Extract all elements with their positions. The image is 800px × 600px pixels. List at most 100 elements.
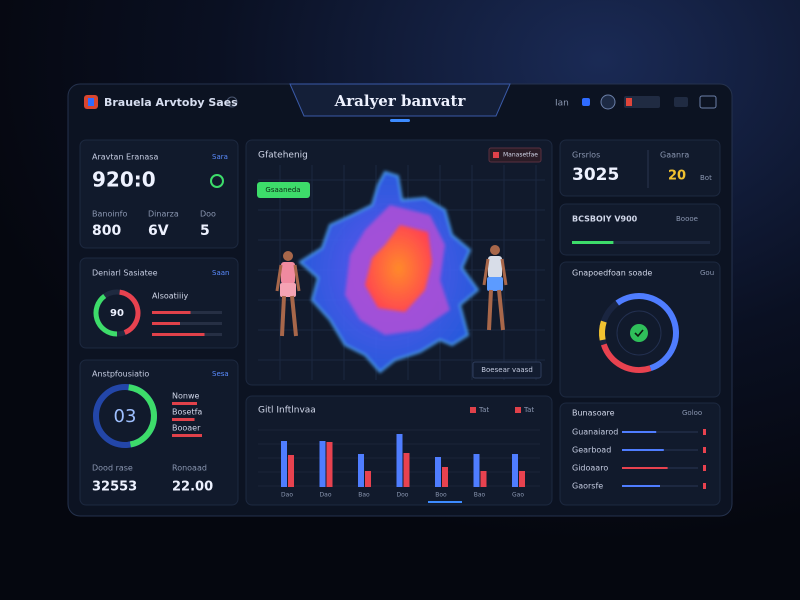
row-label: Gearboad: [572, 446, 611, 455]
row-label: Nonwe: [172, 392, 199, 401]
gauge-label: 03: [114, 406, 137, 427]
legend-swatch: [515, 407, 521, 413]
alert-icon: [626, 98, 632, 106]
stat-value: 32553: [92, 480, 137, 495]
ring-yellow: [599, 320, 607, 341]
tab-indicator: [390, 119, 410, 122]
player-leg: [280, 295, 286, 337]
panel-title: Gnapoedfoan soade: [572, 269, 652, 278]
panel: [79, 139, 239, 249]
bar-fill: [152, 322, 180, 325]
bar-blue: [435, 457, 441, 487]
panel-link: Sesa: [212, 370, 229, 378]
top-button[interactable]: [488, 147, 542, 163]
row-track: [622, 431, 698, 433]
row-marker: [703, 429, 706, 435]
panel-title: Gfatehenig: [258, 151, 308, 161]
button-label: Manasetfae: [503, 152, 538, 159]
row-bar: [172, 418, 195, 421]
progress-fill: [572, 241, 614, 244]
row-bar: [622, 485, 660, 487]
x-label: Bao: [358, 492, 370, 499]
bar-blue: [281, 441, 287, 487]
ring-blue: [615, 293, 679, 372]
x-label: Bao: [474, 492, 486, 499]
row-label: Booaer: [172, 424, 201, 433]
score-value: 20: [668, 169, 686, 184]
row-bar: [172, 434, 202, 437]
panel-link: Goloo: [682, 409, 702, 417]
ring-inner: [616, 310, 662, 356]
row-marker: [703, 447, 706, 453]
player-shirt: [488, 256, 502, 278]
row-label: Bosetfa: [172, 408, 202, 417]
row-bar: [172, 402, 197, 405]
ring-red: [600, 343, 652, 373]
chart-indicator: [428, 501, 462, 503]
panel-link[interactable]: Sara: [212, 153, 228, 161]
score-value: 3025: [572, 165, 619, 185]
panel-title: Gitl Inftlnvaa: [258, 406, 316, 416]
header-icon[interactable]: [582, 98, 590, 106]
button-label: Gsaaneda: [265, 186, 300, 194]
panel: [559, 402, 721, 506]
header-widget[interactable]: [624, 96, 660, 108]
player-arm: [275, 264, 283, 292]
legend-swatch: [470, 407, 476, 413]
heatmap-hot: [365, 225, 432, 312]
player-arm: [482, 258, 490, 286]
stat-value: 6V: [148, 223, 169, 239]
bar-fill: [152, 311, 191, 314]
row-bar: [622, 431, 657, 433]
check-icon: [634, 329, 644, 338]
row-bar: [622, 467, 668, 469]
stat-value: 22.00: [172, 480, 213, 495]
header-icon[interactable]: [674, 97, 688, 107]
bar-red: [519, 471, 525, 487]
bar-red: [365, 471, 371, 487]
row-label: Guanaiarod: [572, 428, 618, 437]
stat-label: Dinarza: [148, 210, 179, 219]
gauge-label: 90: [110, 308, 124, 319]
bar-blue: [473, 454, 480, 487]
x-label: Dao: [320, 492, 332, 499]
brand: Brauela Arvtoby Saes: [104, 96, 238, 109]
player-arm: [293, 264, 301, 292]
player-head: [283, 251, 293, 261]
bar-track: [152, 322, 222, 325]
player-head: [490, 245, 500, 255]
avatar[interactable]: [600, 94, 616, 110]
panel: [79, 359, 239, 506]
bottom-button[interactable]: [472, 361, 542, 379]
row-marker: [703, 483, 706, 489]
player-arm: [500, 258, 508, 286]
filter-button[interactable]: [257, 182, 310, 198]
status-dot: [210, 174, 224, 188]
row-bar: [622, 449, 664, 451]
panel-title: Deniarl Sasiatee: [92, 269, 158, 278]
panel-heading: Alsoatiiiy: [152, 292, 188, 301]
legend-label: Tat: [478, 406, 489, 414]
player-shorts: [487, 277, 503, 291]
page-title: Aralyer banvatr: [334, 92, 467, 110]
header-icon[interactable]: [226, 96, 238, 108]
legend-label: Tat: [523, 406, 534, 414]
panel-title: Bunasoare: [572, 409, 615, 418]
player-leg: [497, 289, 505, 331]
menu-icon[interactable]: [699, 95, 717, 109]
player-shirt: [281, 262, 295, 284]
bar-fill: [152, 333, 205, 336]
x-label: Dao: [281, 492, 293, 499]
stat-value: 800: [92, 223, 121, 239]
gauge-fill: [128, 384, 157, 448]
button-icon: [493, 152, 499, 158]
bar-blue: [358, 454, 364, 487]
player-leg: [487, 289, 493, 331]
gauge-red: [119, 289, 141, 335]
ring-center: [630, 324, 648, 342]
x-label: Gao: [512, 492, 524, 499]
bar-red: [403, 453, 410, 487]
row-label: Gidoaaro: [572, 464, 608, 473]
stat-label: Ronoaad: [172, 464, 207, 473]
